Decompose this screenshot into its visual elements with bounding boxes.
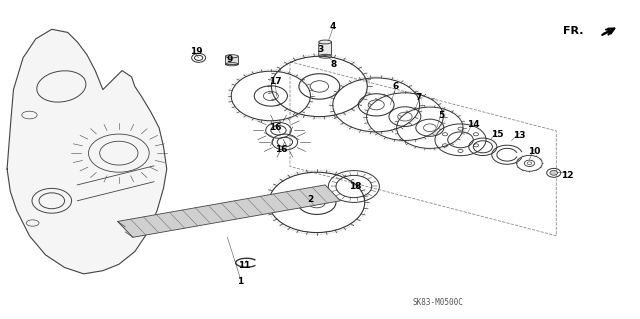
Text: 19: 19 bbox=[190, 47, 202, 56]
Text: 16: 16 bbox=[269, 123, 282, 132]
Ellipse shape bbox=[550, 170, 557, 175]
Text: 18: 18 bbox=[349, 182, 362, 191]
Text: 2: 2 bbox=[307, 195, 314, 204]
Text: 12: 12 bbox=[561, 171, 573, 180]
Text: 3: 3 bbox=[317, 45, 323, 55]
Text: 14: 14 bbox=[467, 120, 479, 129]
Text: 6: 6 bbox=[392, 82, 399, 91]
Polygon shape bbox=[7, 29, 167, 274]
Text: 11: 11 bbox=[238, 261, 251, 271]
Text: 4: 4 bbox=[330, 22, 336, 31]
Polygon shape bbox=[319, 42, 332, 56]
Polygon shape bbox=[225, 56, 238, 64]
Text: 8: 8 bbox=[331, 60, 337, 69]
Text: 10: 10 bbox=[528, 147, 540, 156]
Text: 16: 16 bbox=[275, 145, 288, 154]
Text: 15: 15 bbox=[491, 130, 503, 138]
Text: 17: 17 bbox=[269, 77, 282, 86]
Text: FR.: FR. bbox=[563, 26, 583, 35]
Polygon shape bbox=[118, 185, 340, 237]
Text: SK83-M0500C: SK83-M0500C bbox=[413, 298, 463, 307]
Ellipse shape bbox=[225, 55, 238, 58]
Text: 13: 13 bbox=[513, 131, 525, 140]
Text: 9: 9 bbox=[226, 55, 232, 64]
Text: 7: 7 bbox=[416, 93, 422, 102]
Text: 1: 1 bbox=[237, 277, 243, 286]
Text: 5: 5 bbox=[438, 111, 444, 120]
Ellipse shape bbox=[319, 40, 332, 44]
